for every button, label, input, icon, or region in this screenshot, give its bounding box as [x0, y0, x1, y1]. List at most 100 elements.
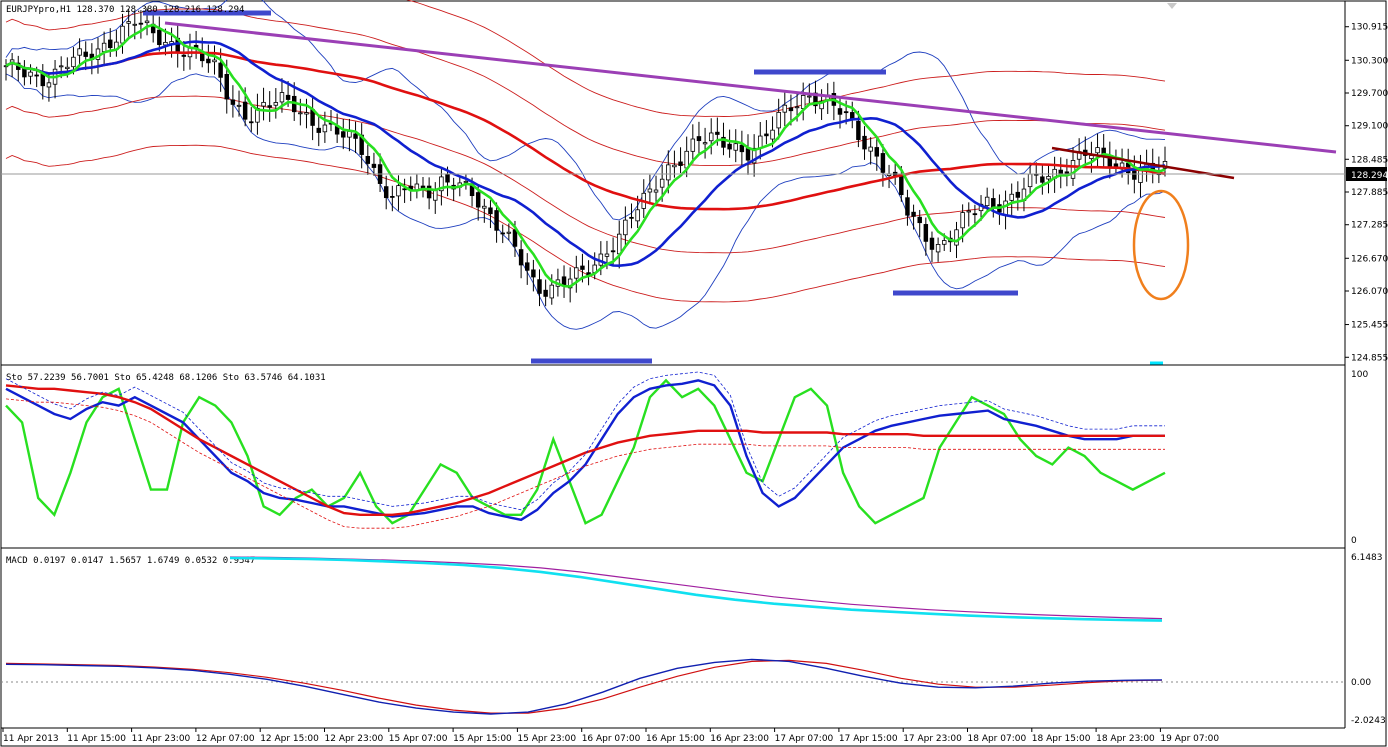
candle-body — [383, 186, 389, 199]
stoch-slow-signal — [5, 371, 1165, 511]
candle-body — [960, 212, 965, 229]
orange-ellipse-marker[interactable] — [1132, 189, 1190, 301]
candle-body — [1003, 200, 1008, 216]
candle-body — [488, 207, 493, 215]
candle-body — [218, 62, 223, 78]
candlesticks — [3, 7, 1168, 307]
price-tick-label: 124.855 — [1351, 353, 1388, 363]
macd-upper-cyan — [229, 556, 1163, 622]
candle-body — [843, 111, 849, 114]
envelope-line — [5, 144, 1166, 303]
candle-body — [482, 205, 487, 209]
time-tick-label: 19 Apr 07:00 — [1160, 734, 1219, 744]
time-tick-label: 16 Apr 07:00 — [582, 734, 641, 744]
candle-body — [721, 136, 726, 148]
scroll-marker-icon[interactable] — [1167, 3, 1177, 9]
candle-body — [236, 104, 242, 107]
candle-body — [911, 211, 916, 217]
candle-body — [567, 278, 573, 289]
moving-averages — [5, 23, 1166, 288]
candle-body — [512, 229, 518, 247]
candle-body — [439, 176, 444, 192]
current-price-label: 128.294 — [1351, 171, 1388, 181]
candle-body — [71, 56, 76, 68]
candle-body — [788, 107, 794, 112]
time-tick-label: 17 Apr 23:00 — [903, 734, 962, 744]
current-price-box — [1346, 167, 1387, 181]
candle-body — [690, 138, 696, 152]
time-tick-label: 15 Apr 15:00 — [453, 734, 512, 744]
candle-body — [537, 279, 542, 294]
candle-body — [365, 156, 371, 164]
candle-body — [261, 101, 266, 107]
candle-body — [702, 142, 708, 145]
candle-body — [108, 39, 113, 49]
candle-body — [322, 124, 328, 133]
candle-body — [923, 224, 929, 242]
candle-body — [65, 66, 70, 70]
candle-body — [347, 131, 352, 138]
trendline-purple[interactable] — [164, 21, 1337, 154]
macd-scale-bottom: -2.0243 — [1351, 716, 1386, 726]
envelope-line — [5, 95, 1166, 254]
candle-body — [1113, 163, 1119, 168]
time-tick-label: 18 Apr 07:00 — [968, 734, 1027, 744]
candle-body — [28, 71, 33, 77]
candle-body — [666, 164, 671, 181]
candle-body — [764, 133, 769, 137]
stoch-scale-0: 0 — [1351, 536, 1357, 546]
candle-body — [629, 216, 634, 219]
time-tick-label: 18 Apr 23:00 — [1096, 734, 1155, 744]
candle-body — [561, 276, 567, 286]
macd-pane: MACD 0.0197 0.0147 1.5657 1.6749 0.0532 … — [1, 553, 1386, 726]
candle-body — [807, 95, 812, 98]
candle-body — [659, 178, 665, 188]
candle-body — [285, 94, 291, 100]
time-tick-label: 11 Apr 15:00 — [67, 734, 126, 744]
candle-body — [549, 284, 555, 299]
candle-body — [935, 244, 941, 253]
candle-body — [880, 153, 886, 173]
trendline-darkred[interactable] — [1051, 146, 1235, 180]
candle-body — [445, 173, 450, 183]
time-tick-label: 11 Apr 23:00 — [132, 734, 191, 744]
candle-body — [531, 269, 536, 278]
stochastic-label: Sto 57.2239 56.7001 Sto 65.4248 68.1206 … — [6, 373, 326, 383]
candle-body — [230, 99, 236, 105]
candle-body — [525, 262, 530, 271]
candle-body — [138, 22, 144, 25]
candle-body — [917, 216, 922, 224]
candle-body — [341, 131, 346, 138]
candle-body — [782, 104, 788, 113]
candle-body — [610, 250, 616, 253]
candle-body — [353, 133, 358, 139]
candle-body — [984, 196, 990, 207]
candle-body — [518, 249, 524, 266]
stoch-fast-line — [5, 378, 1166, 525]
candle-body — [1015, 191, 1021, 198]
time-tick-label: 15 Apr 07:00 — [389, 734, 448, 744]
candle-body — [758, 135, 763, 149]
price-tick-label: 128.485 — [1351, 155, 1388, 165]
time-tick-label: 12 Apr 07:00 — [196, 734, 255, 744]
candle-body — [623, 219, 628, 236]
macd-main-blue — [5, 658, 1163, 715]
ma-blue — [5, 40, 1166, 268]
time-tick-label: 18 Apr 15:00 — [1032, 734, 1091, 744]
candle-body — [856, 120, 861, 140]
ma-green — [5, 23, 1166, 288]
price-tick-label: 130.300 — [1351, 56, 1388, 66]
candle-body — [1089, 155, 1094, 160]
price-tick-label: 130.915 — [1351, 23, 1388, 33]
candle-body — [34, 74, 39, 77]
candle-body — [905, 197, 910, 216]
time-axis: 11 Apr 2013 11 Apr 15:00 11 Apr 23:00 12 Ap… — [2, 728, 1219, 744]
price-tick-label: 126.070 — [1351, 287, 1388, 297]
candle-body — [500, 232, 505, 235]
candle-body — [1027, 173, 1033, 188]
candle-body — [733, 143, 738, 151]
candle-body — [304, 112, 309, 115]
candle-body — [1070, 160, 1076, 179]
candle-body — [635, 209, 640, 222]
